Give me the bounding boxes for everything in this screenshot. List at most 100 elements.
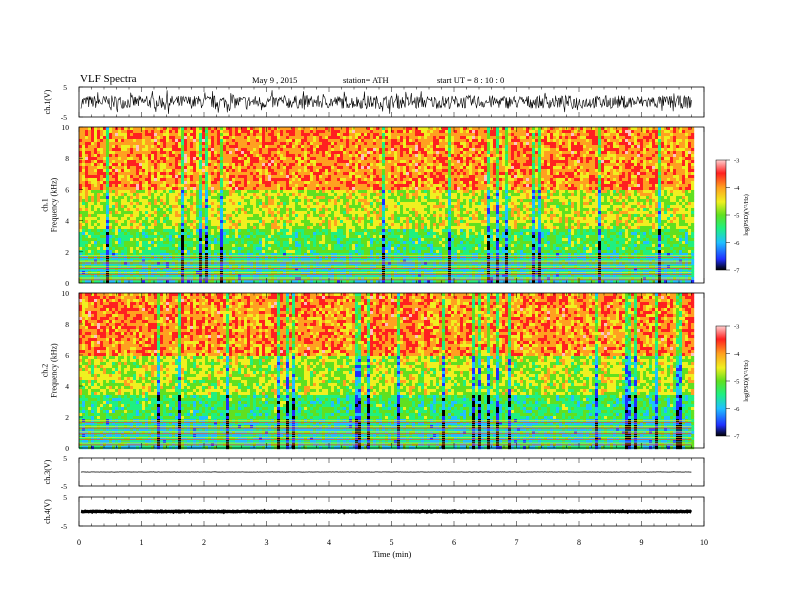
ch1_spec-cell [103, 187, 106, 190]
ch1_spec-cell [112, 136, 115, 139]
ch1_spec-cell [145, 151, 148, 154]
ch1_spec-cell [109, 154, 112, 157]
ch1_spec-cell [163, 130, 166, 133]
ch1_spec-cell [145, 172, 148, 175]
ch1_spec-cell [139, 139, 142, 142]
ch1_spec-cell [175, 235, 178, 238]
ch1_spec-cell [154, 196, 157, 199]
ch1_spec-cell [181, 175, 184, 178]
ch1_spec-cell [97, 202, 100, 205]
ch1_spec-cell [85, 139, 88, 142]
ch1_spec-cell [172, 136, 175, 139]
ch1_spec-cell [115, 175, 118, 178]
ch1_spec-cell [193, 163, 196, 166]
ch1_spec-cell [163, 142, 166, 145]
ch1_spec-cell [124, 241, 127, 244]
ch1_spec-cell [193, 214, 196, 217]
ch1_spec-cell [127, 190, 130, 193]
ch1_spec-cell [109, 175, 112, 178]
ch1_spec-cell [157, 178, 160, 181]
ch1_spec-cell [79, 163, 82, 166]
ch1_spec-cell [157, 184, 160, 187]
ch1_spec-cell [154, 229, 157, 232]
ch1_spec-cell [169, 139, 172, 142]
ch1_spec-cell [142, 202, 145, 205]
ch1_spec-cell [124, 238, 127, 241]
ch1_spec-cell [103, 139, 106, 142]
ch1_spec-cell [91, 172, 94, 175]
ch1_spec-cell [136, 232, 139, 235]
ch1_spec-cell [154, 238, 157, 241]
ch1_spec-cell [157, 232, 160, 235]
ch1_spec-cell [151, 226, 154, 229]
ch1_spec-cell [151, 202, 154, 205]
ch1_spec-cell [172, 175, 175, 178]
ch1_spec-cell [79, 130, 82, 133]
ch1_spec-cell [94, 151, 97, 154]
ch1_spec-cell [106, 202, 109, 205]
ch1_spec-cell [151, 127, 154, 130]
ch1_spec-cell [106, 178, 109, 181]
ch1_spec-cell [193, 226, 196, 229]
ch1_spec-cell [106, 175, 109, 178]
ch1_spec-cell [136, 226, 139, 229]
ch1_spec-cell [142, 142, 145, 145]
ch1_spec-cell [118, 211, 121, 214]
ch1_spec-cell [112, 241, 115, 244]
ch1_spec-cell [181, 187, 184, 190]
ch1_spec-cell [148, 202, 151, 205]
ch1_spec-cell [154, 208, 157, 211]
ch1_spec-cell [145, 154, 148, 157]
ch1_spec-cell [181, 145, 184, 148]
ch1_spec-cell [103, 244, 106, 247]
ch1_spec-cell [88, 223, 91, 226]
ch1_spec-cell [151, 163, 154, 166]
ch1_spec-cell [169, 223, 172, 226]
ch1_spec-cell [106, 241, 109, 244]
ch1_spec-cell [142, 193, 145, 196]
ch1_spec-cell [145, 199, 148, 202]
ch1_spec-cell [85, 148, 88, 151]
ch1_spec-cell [169, 163, 172, 166]
ch1_spec-cell [169, 220, 172, 223]
ch1_spec-cell [100, 229, 103, 232]
ch1_spec-cell [160, 241, 163, 244]
ch1_spec-cell [154, 157, 157, 160]
ch1_spec-cell [136, 247, 139, 250]
ch1_spec-cell [157, 238, 160, 241]
ch1_spec-cell [94, 247, 97, 250]
ch1_spec-cell [172, 235, 175, 238]
ch1_spec-cell [103, 166, 106, 169]
ch1_spec-cell [187, 196, 190, 199]
ch1_spec-cell [148, 139, 151, 142]
ch1_spec-cell [157, 223, 160, 226]
ch1_spec-cell [130, 199, 133, 202]
ch1_spec-cell [193, 178, 196, 181]
ch1_spec-cell [133, 217, 136, 220]
ch1_spec-cell [100, 130, 103, 133]
ch1_spec-cell [85, 208, 88, 211]
ch1_spec-cell [97, 223, 100, 226]
ch1_spec-cell [118, 169, 121, 172]
ch1_spec-cell [88, 130, 91, 133]
ch1_spec-cell [190, 139, 193, 142]
ch1_spec-cell [157, 181, 160, 184]
ch1_spec-cell [172, 139, 175, 142]
ch1_spec-cell [88, 229, 91, 232]
ch1_spec-cell [178, 148, 181, 151]
ch1_spec-cell [115, 172, 118, 175]
ch1_spec-cell [109, 163, 112, 166]
ch1_spec-cell [112, 223, 115, 226]
ch1_spec-cell [184, 154, 187, 157]
ch1_spec-cell [82, 127, 85, 130]
ch1_spec-cell [118, 142, 121, 145]
ch1_spec-cell [91, 247, 94, 250]
ch1_spec-cell [145, 169, 148, 172]
ch1_spec-cell [175, 172, 178, 175]
ch1_spec-cell [103, 250, 106, 253]
ch1_spec-cell [127, 187, 130, 190]
ch1_spec-cell [82, 229, 85, 232]
ch1_spec-cell [154, 235, 157, 238]
ch1_spec-cell [172, 238, 175, 241]
ch1_spec-cell [121, 244, 124, 247]
